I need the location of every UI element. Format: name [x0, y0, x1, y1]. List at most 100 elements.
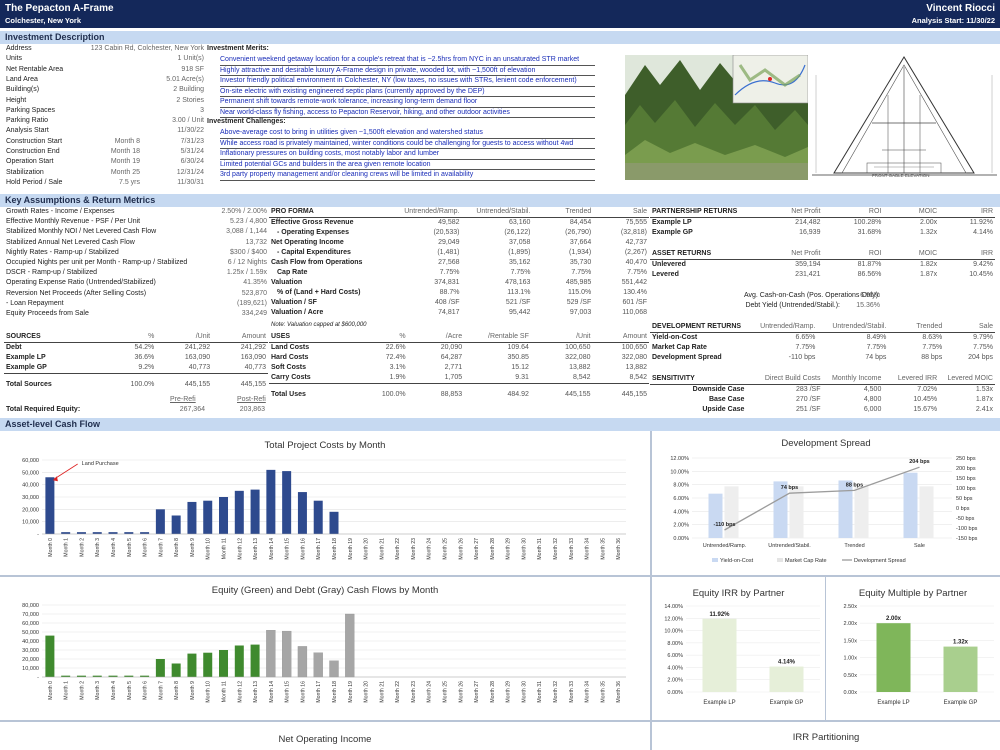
property-title: The Pepacton A-Frame — [5, 3, 114, 14]
y-tick-label: 10.00% — [670, 469, 689, 475]
description-value: 3 — [200, 106, 204, 114]
bar-equity — [140, 675, 150, 677]
table-cell: 109.64 — [507, 344, 529, 351]
table-cell: (2,267) — [624, 249, 647, 256]
description-sub: Month 8 — [114, 137, 140, 145]
x-tick-label: Month 17 — [316, 538, 322, 560]
table-cell: 9.79% — [973, 334, 993, 341]
description-value: 6/30/24 — [180, 158, 204, 166]
annotation-arrowhead — [52, 476, 58, 482]
x-tick-label: Untrended/Stabil. — [768, 543, 811, 549]
y-tick-label: 10.00% — [664, 629, 683, 635]
description-label: Construction Start — [6, 137, 63, 145]
table-header-cell: Untrended/Stabil. — [817, 322, 889, 333]
y-tick-label: 8.00% — [667, 641, 683, 647]
table-cell: 2.41x — [975, 406, 993, 413]
table-cell: 445,155 — [212, 373, 268, 390]
table-header-cell: ROI — [822, 207, 884, 218]
bar — [171, 515, 181, 534]
y-tick-label: 8.00% — [673, 483, 689, 489]
bar-market-cap-rate — [854, 486, 869, 538]
y-tick-label: 0.00% — [673, 536, 689, 542]
table-row: % of (Land + Hard Costs) 88.7% 113.1% 115.0… — [269, 288, 649, 298]
x-tick-label: Month 5 — [127, 538, 133, 557]
table-cell: 97,003 — [569, 309, 592, 316]
table-cell: 2.00x — [920, 219, 938, 226]
x-tick-label: Month 19 — [348, 681, 354, 703]
description-label: Net Rentable Area — [6, 65, 64, 73]
table-cell: Upside Case — [702, 406, 745, 413]
description-label: Parking Ratio — [6, 117, 49, 125]
table-cell: 551,442 — [621, 279, 647, 286]
x-tick-label: Month 8 — [174, 681, 180, 700]
table-cell: 350.85 — [507, 354, 529, 361]
challenge-item: Limited potential GCs and builders in th… — [220, 160, 595, 170]
table-cell: 35,162 — [509, 259, 531, 266]
merit-item: Highly attractive and desirable luxury A… — [220, 66, 595, 76]
table-cell: (26,122) — [504, 229, 531, 236]
table-cell: 7.75% — [973, 344, 993, 351]
table-cell: 9.42% — [973, 261, 993, 268]
table-header-cell: Amount — [212, 332, 268, 343]
table-cell: 7.02% — [917, 386, 938, 393]
table-cell: % of (Land + Hard Costs) — [277, 289, 361, 296]
table-cell: Downside Case — [692, 386, 745, 393]
table-cell: Land Costs — [271, 344, 310, 351]
description-sub: Month 18 — [110, 148, 140, 155]
legend-label: Market Cap Rate — [785, 558, 827, 564]
table-row: Levered 231,421 86.56% 1.87x 10.45% — [650, 270, 995, 280]
table-cell: 270 /SF — [795, 396, 821, 403]
table-header-cell: /Unit — [156, 332, 213, 343]
x-tick-label: Month 11 — [222, 681, 228, 702]
table-cell: 1.82x — [920, 261, 938, 268]
assumption-label: Stabilized Monthly NOI / Net Levered Cas… — [6, 228, 157, 236]
bar — [266, 469, 276, 534]
table-header-cell: ROI — [822, 249, 884, 260]
equity-debt-chart-title: Equity (Green) and Debt (Gray) Cash Flow… — [211, 585, 439, 596]
table-row: Cap Rate 7.75% 7.75% 7.75% 7.75% — [269, 268, 649, 278]
panel-divider — [650, 431, 652, 750]
x-tick-label: Month 18 — [332, 538, 338, 560]
y-tick-label: 2.00% — [667, 678, 683, 684]
required-equity-pre: 267,364 — [179, 406, 205, 413]
table-cell: 86.56% — [857, 271, 882, 278]
table-row: Unlevered 359,194 81.87% 1.82x 9.42% — [650, 260, 995, 271]
table-row: - Operating Expenses (20,533) (26,122) (26,… — [269, 228, 649, 238]
x-tick-label: Month 3 — [95, 681, 101, 700]
x-tick-label: Sale — [914, 543, 925, 549]
description-label: Units — [6, 55, 22, 63]
table-cell: 40,470 — [625, 259, 647, 266]
required-equity-post: 203,863 — [239, 406, 265, 413]
table-cell: 2,771 — [444, 364, 463, 371]
bar — [108, 532, 118, 534]
x-tick-label: Month 26 — [458, 681, 464, 703]
table-cell: Unlevered — [652, 261, 686, 268]
x-tick-label: Month 9 — [190, 538, 196, 557]
spread-line — [724, 466, 920, 531]
x-tick-label: Month 1 — [64, 538, 70, 557]
table-cell: (20,533) — [433, 229, 460, 236]
table-cell: Valuation / Acre — [271, 309, 324, 316]
y-tick-label: 12.00% — [670, 456, 689, 462]
table-cell: 10.45% — [969, 271, 993, 278]
x-tick-label: Month 21 — [379, 538, 385, 560]
costs-chart: - 10,000 20,000 30,000 40,000 50,000 60,000 Mon… — [22, 458, 626, 560]
table-cell: 74,817 — [438, 309, 460, 316]
spread-data-label: 88 bps — [846, 482, 863, 488]
property-photo — [625, 55, 808, 180]
table-header-cell: Direct Build Costs — [746, 374, 823, 385]
table-row: Example GP 9.2% 40,773 40,773 — [4, 363, 268, 374]
x-tick-label: Month 15 — [285, 681, 291, 703]
x-tick-label: Month 36 — [616, 538, 622, 560]
description-label: Parking Spaces — [6, 106, 56, 114]
table-header-cell: Sale — [944, 322, 995, 333]
x-tick-label: Month 24 — [427, 681, 433, 703]
table-header-cell: DEVELOPMENT RETURNS — [650, 322, 747, 333]
table-cell: 241,292 — [240, 344, 266, 351]
table-row: Net Operating Income 29,049 37,058 37,664 42… — [269, 238, 649, 248]
bar-equity — [108, 675, 118, 677]
author-name: Vincent Riocci — [926, 3, 995, 14]
table-cell: (26,790) — [565, 229, 592, 236]
x-tick-label: Month 12 — [237, 538, 243, 560]
table-cell: 7.75% — [922, 344, 943, 351]
